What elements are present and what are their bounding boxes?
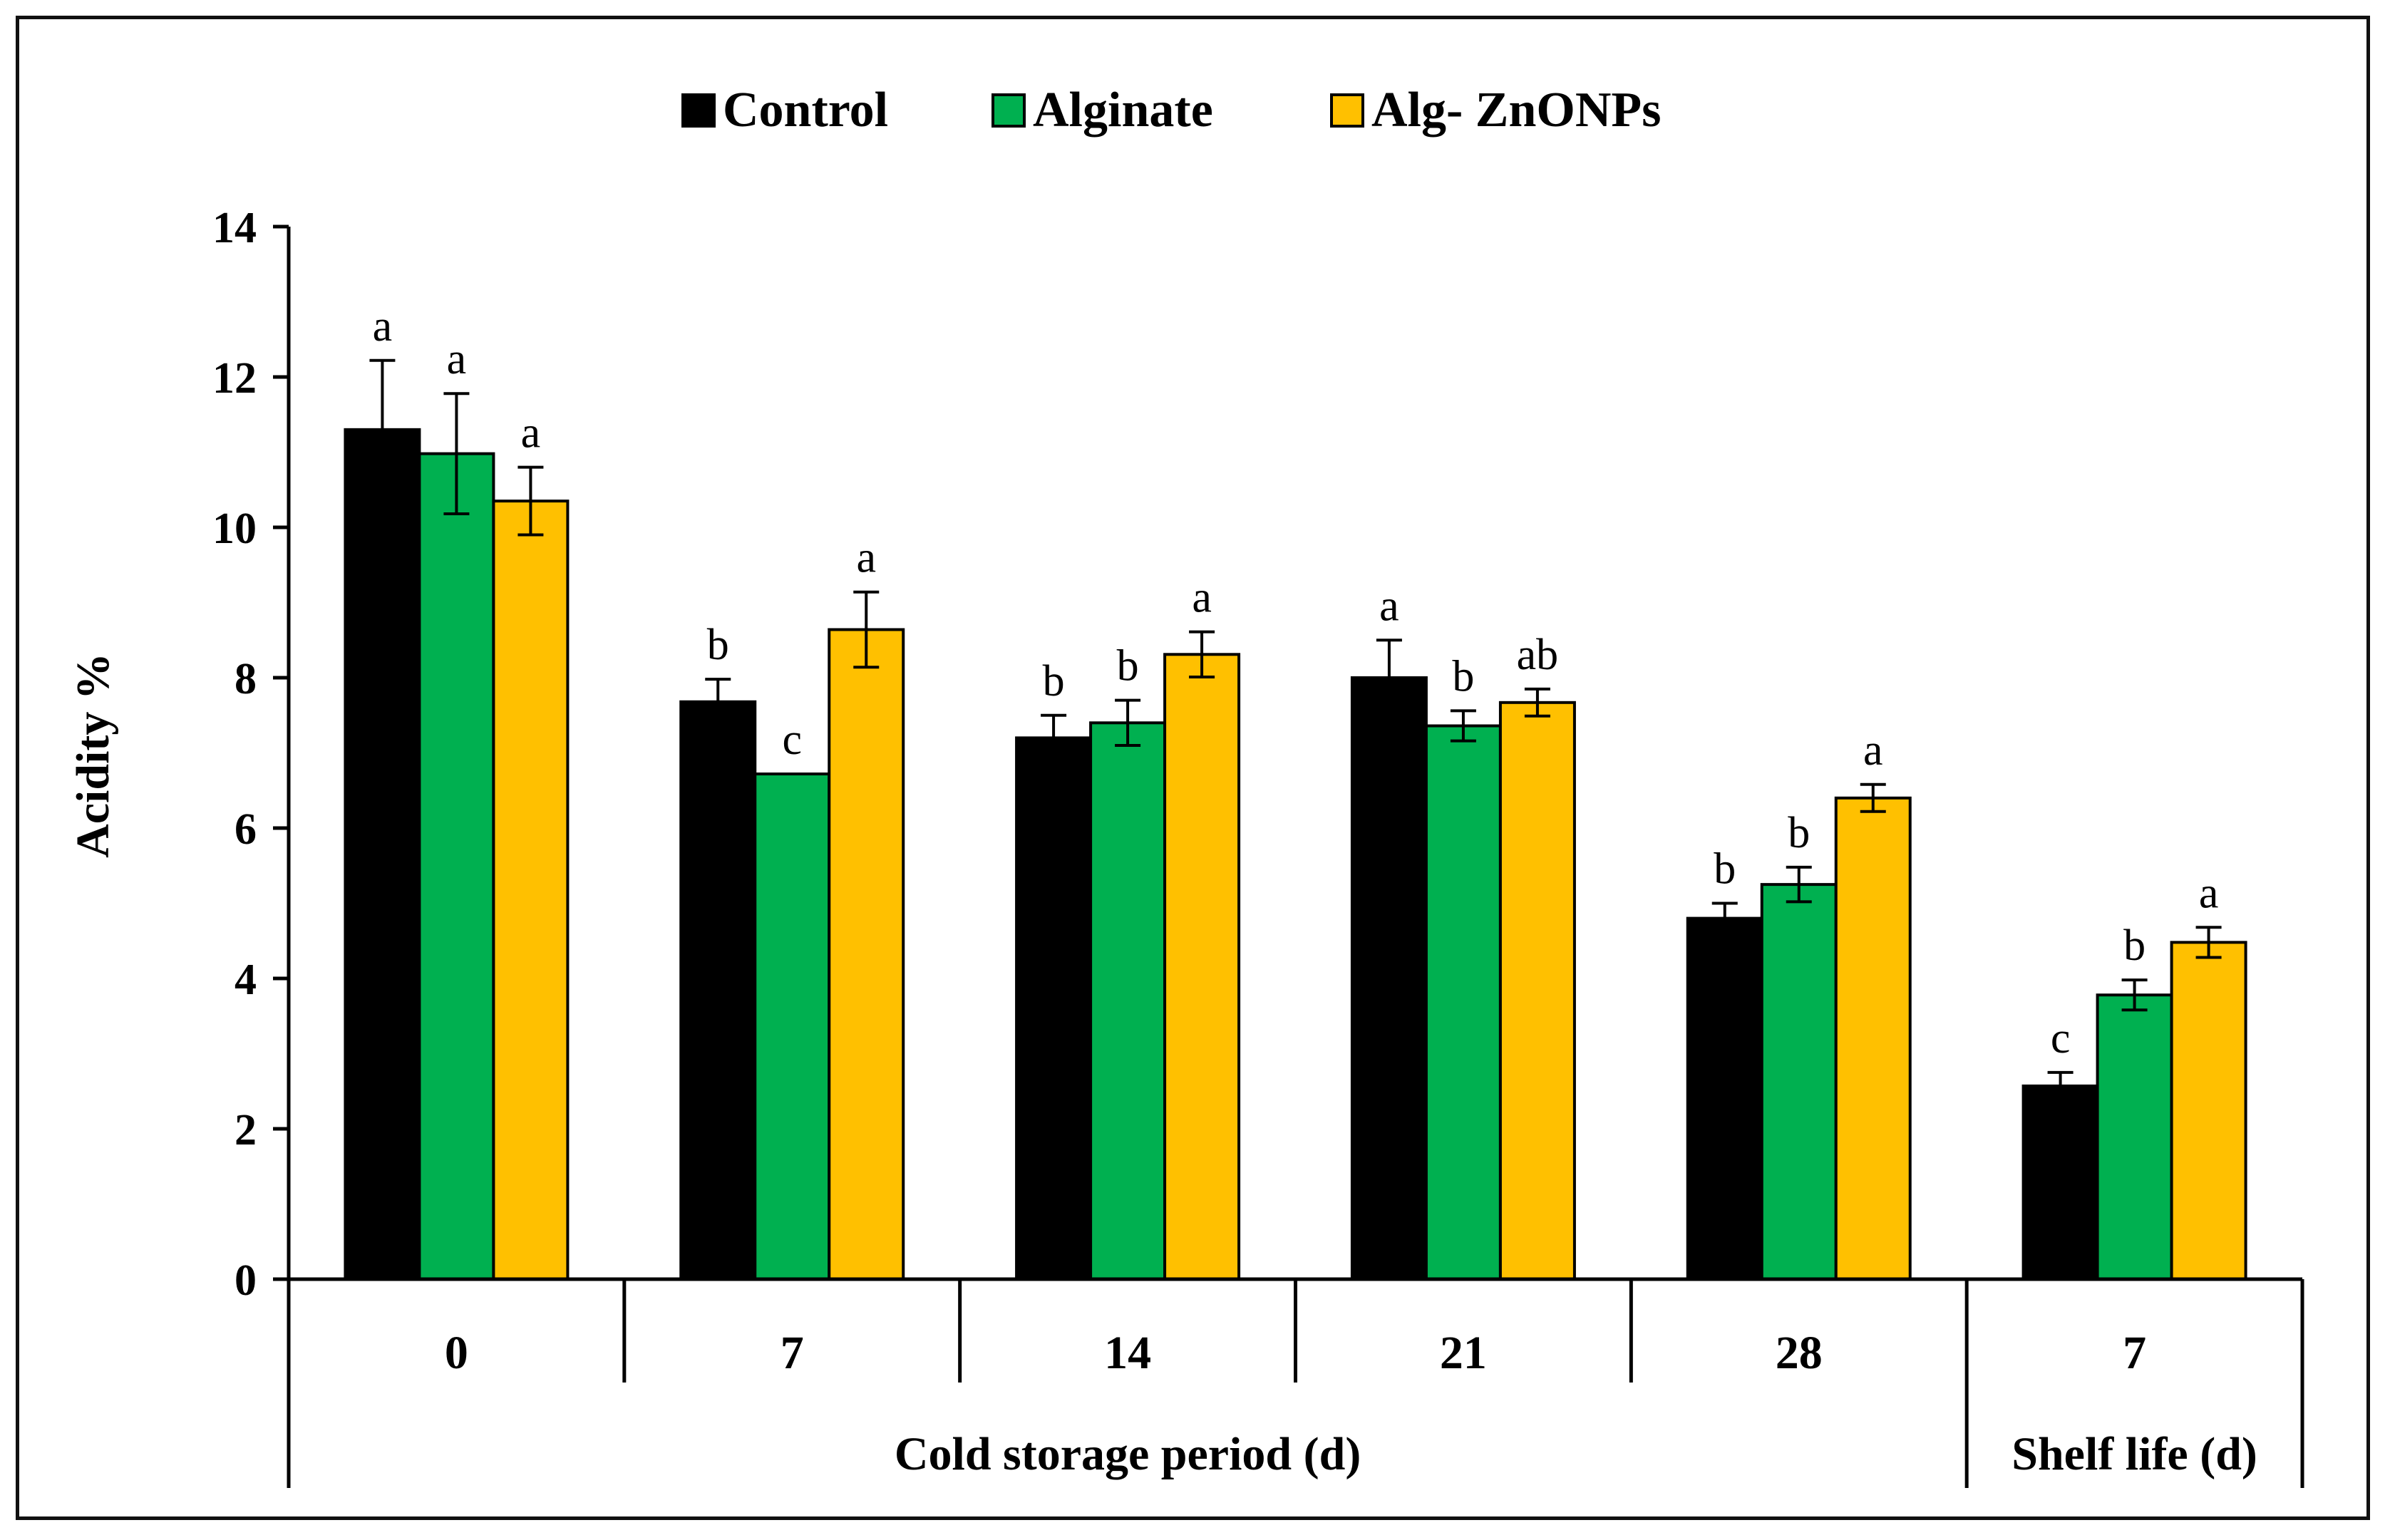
x-tick-label: 7 bbox=[2123, 1327, 2146, 1379]
y-tick-label: 12 bbox=[212, 354, 257, 403]
significance-letter: c bbox=[2051, 1014, 2071, 1063]
x-axis: 0 7 14 21 28 7 Cold storage period (d) Shelf li… bbox=[289, 1277, 2304, 1488]
legend-swatch bbox=[681, 93, 716, 128]
y-tick-label: 4 bbox=[235, 956, 257, 1004]
x-tick-label: 7 bbox=[781, 1327, 804, 1379]
significance-letter: ab bbox=[1517, 631, 1559, 679]
x-tick-label: 14 bbox=[1104, 1327, 1151, 1379]
legend: Control Alginate Alg- ZnONPs bbox=[681, 83, 1661, 138]
y-tick-label: 10 bbox=[212, 505, 257, 553]
legend-label: Alg- ZnONPs bbox=[1371, 83, 1661, 138]
bar bbox=[679, 700, 757, 1281]
legend-label: Control bbox=[723, 83, 888, 138]
bar bbox=[1015, 736, 1093, 1281]
significance-letter: a bbox=[1192, 574, 1212, 622]
significance-letter: a bbox=[447, 335, 467, 383]
bar bbox=[1834, 796, 1912, 1281]
significance-letter: b bbox=[1714, 845, 1736, 894]
significance-letter: b bbox=[1788, 809, 1810, 857]
significance-letter: a bbox=[521, 409, 541, 458]
bar bbox=[344, 428, 421, 1281]
significance-letter: b bbox=[1452, 652, 1474, 701]
bar bbox=[828, 628, 905, 1281]
x-tick-label: 28 bbox=[1776, 1327, 1823, 1379]
significance-letter: b bbox=[707, 621, 729, 669]
significance-letter: b bbox=[2123, 921, 2146, 970]
bar bbox=[1760, 883, 1838, 1281]
bar bbox=[753, 772, 831, 1281]
bar bbox=[2021, 1084, 2099, 1281]
legend-swatch bbox=[991, 93, 1026, 128]
y-tick-label: 6 bbox=[235, 805, 257, 854]
bar bbox=[1686, 916, 1763, 1281]
significance-letter: a bbox=[856, 534, 876, 582]
bar bbox=[1089, 721, 1167, 1281]
bar bbox=[418, 452, 495, 1281]
figure-frame bbox=[16, 16, 2370, 1520]
y-tick-label: 14 bbox=[212, 204, 257, 252]
y-tick-label: 0 bbox=[235, 1256, 257, 1305]
bar bbox=[2096, 993, 2173, 1281]
bar bbox=[1424, 724, 1502, 1281]
significance-letter: a bbox=[1863, 726, 1883, 775]
significance-letter: b bbox=[1043, 657, 1065, 706]
y-axis: 0 2 4 6 8 10 12 14 bbox=[212, 204, 291, 1488]
x-tick-label: 21 bbox=[1440, 1327, 1487, 1379]
bar bbox=[1498, 701, 1576, 1281]
group-label: Shelf life (d) bbox=[2012, 1428, 2257, 1480]
bar bbox=[2170, 941, 2247, 1281]
significance-letter: b bbox=[1117, 642, 1139, 691]
y-tick-label: 2 bbox=[235, 1106, 257, 1154]
significance-letter: c bbox=[782, 715, 802, 764]
x-tick-label: 0 bbox=[445, 1327, 468, 1379]
group-label: Cold storage period (d) bbox=[895, 1428, 1361, 1480]
significance-letter: a bbox=[1379, 582, 1399, 630]
y-tick-label: 8 bbox=[235, 655, 257, 703]
significance-letter: a bbox=[2199, 869, 2219, 917]
y-axis-label: Acidity % bbox=[67, 653, 119, 858]
significance-letter: a bbox=[373, 302, 393, 351]
legend-swatch bbox=[1330, 93, 1364, 128]
bar bbox=[1350, 676, 1428, 1281]
bar bbox=[492, 500, 570, 1281]
legend-label: Alginate bbox=[1033, 83, 1213, 138]
bar bbox=[1163, 653, 1241, 1281]
